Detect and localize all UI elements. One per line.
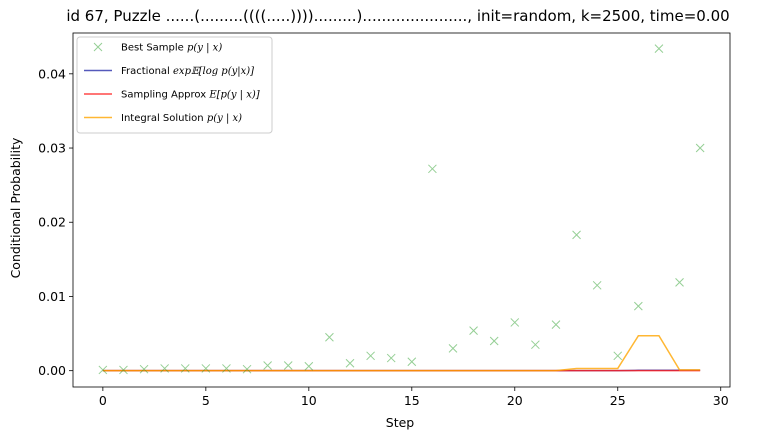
data-point [633, 301, 643, 311]
series-line-3 [102, 335, 701, 372]
data-point [469, 326, 478, 335]
x-tick-label: 20 [507, 393, 523, 408]
data-point [180, 364, 190, 373]
data-point [386, 353, 396, 363]
data-point [119, 365, 128, 375]
y-tick-label: 0.00 [38, 363, 66, 378]
data-point [283, 361, 293, 370]
y-tick-label: 0.01 [38, 289, 66, 304]
legend-box [76, 36, 273, 134]
y-tick-label: 0.02 [38, 215, 66, 230]
plot-frame [72, 32, 731, 388]
y-tick-label: 0.03 [38, 141, 66, 156]
legend-label: Fractional exp𝔼[log p(y|x)] [121, 66, 254, 77]
x-axis-label: Step [386, 415, 415, 430]
x-tick-label: 15 [404, 393, 420, 408]
data-point [242, 364, 252, 374]
data-point [345, 358, 355, 368]
data-point [201, 364, 211, 373]
data-point [263, 361, 272, 370]
chart-title: id 67, Puzzle ......(.........((((.....)… [66, 7, 729, 25]
legend-label: Best Sample p(y | x) [121, 43, 222, 54]
data-point [304, 361, 314, 371]
legend-label: Sampling Approx E[p(y | x)] [121, 90, 260, 101]
legend-label: Integral Solution p(y | x) [121, 113, 242, 124]
data-point [675, 278, 684, 287]
data-point [160, 364, 170, 373]
data-point [428, 164, 437, 174]
data-point [448, 344, 458, 353]
data-point [325, 332, 334, 342]
data-point [366, 351, 375, 361]
data-point [139, 364, 149, 374]
data-point [572, 230, 581, 240]
data-point [613, 351, 623, 361]
data-point [551, 320, 561, 330]
x-tick-label: 5 [202, 393, 210, 408]
y-tick-label: 0.04 [38, 66, 66, 81]
data-point [695, 143, 705, 153]
data-point [654, 44, 664, 53]
data-point [510, 318, 520, 327]
data-point [489, 336, 499, 346]
data-point [592, 280, 602, 290]
data-point [222, 364, 231, 373]
x-tick-label: 10 [301, 393, 317, 408]
x-tick-label: 30 [713, 393, 729, 408]
legend-marker [93, 42, 103, 52]
x-tick-label: 0 [99, 393, 107, 408]
plot-area: 0 5 10 15 20 25 30 0.00 0.01 0.02 0.03 0.04 Best Sam… [38, 32, 731, 408]
x-tick-label: 25 [610, 393, 626, 408]
data-point [407, 357, 417, 367]
data-point [531, 340, 540, 350]
y-axis-label: Conditional Probability [8, 137, 23, 278]
data-point [98, 365, 108, 375]
